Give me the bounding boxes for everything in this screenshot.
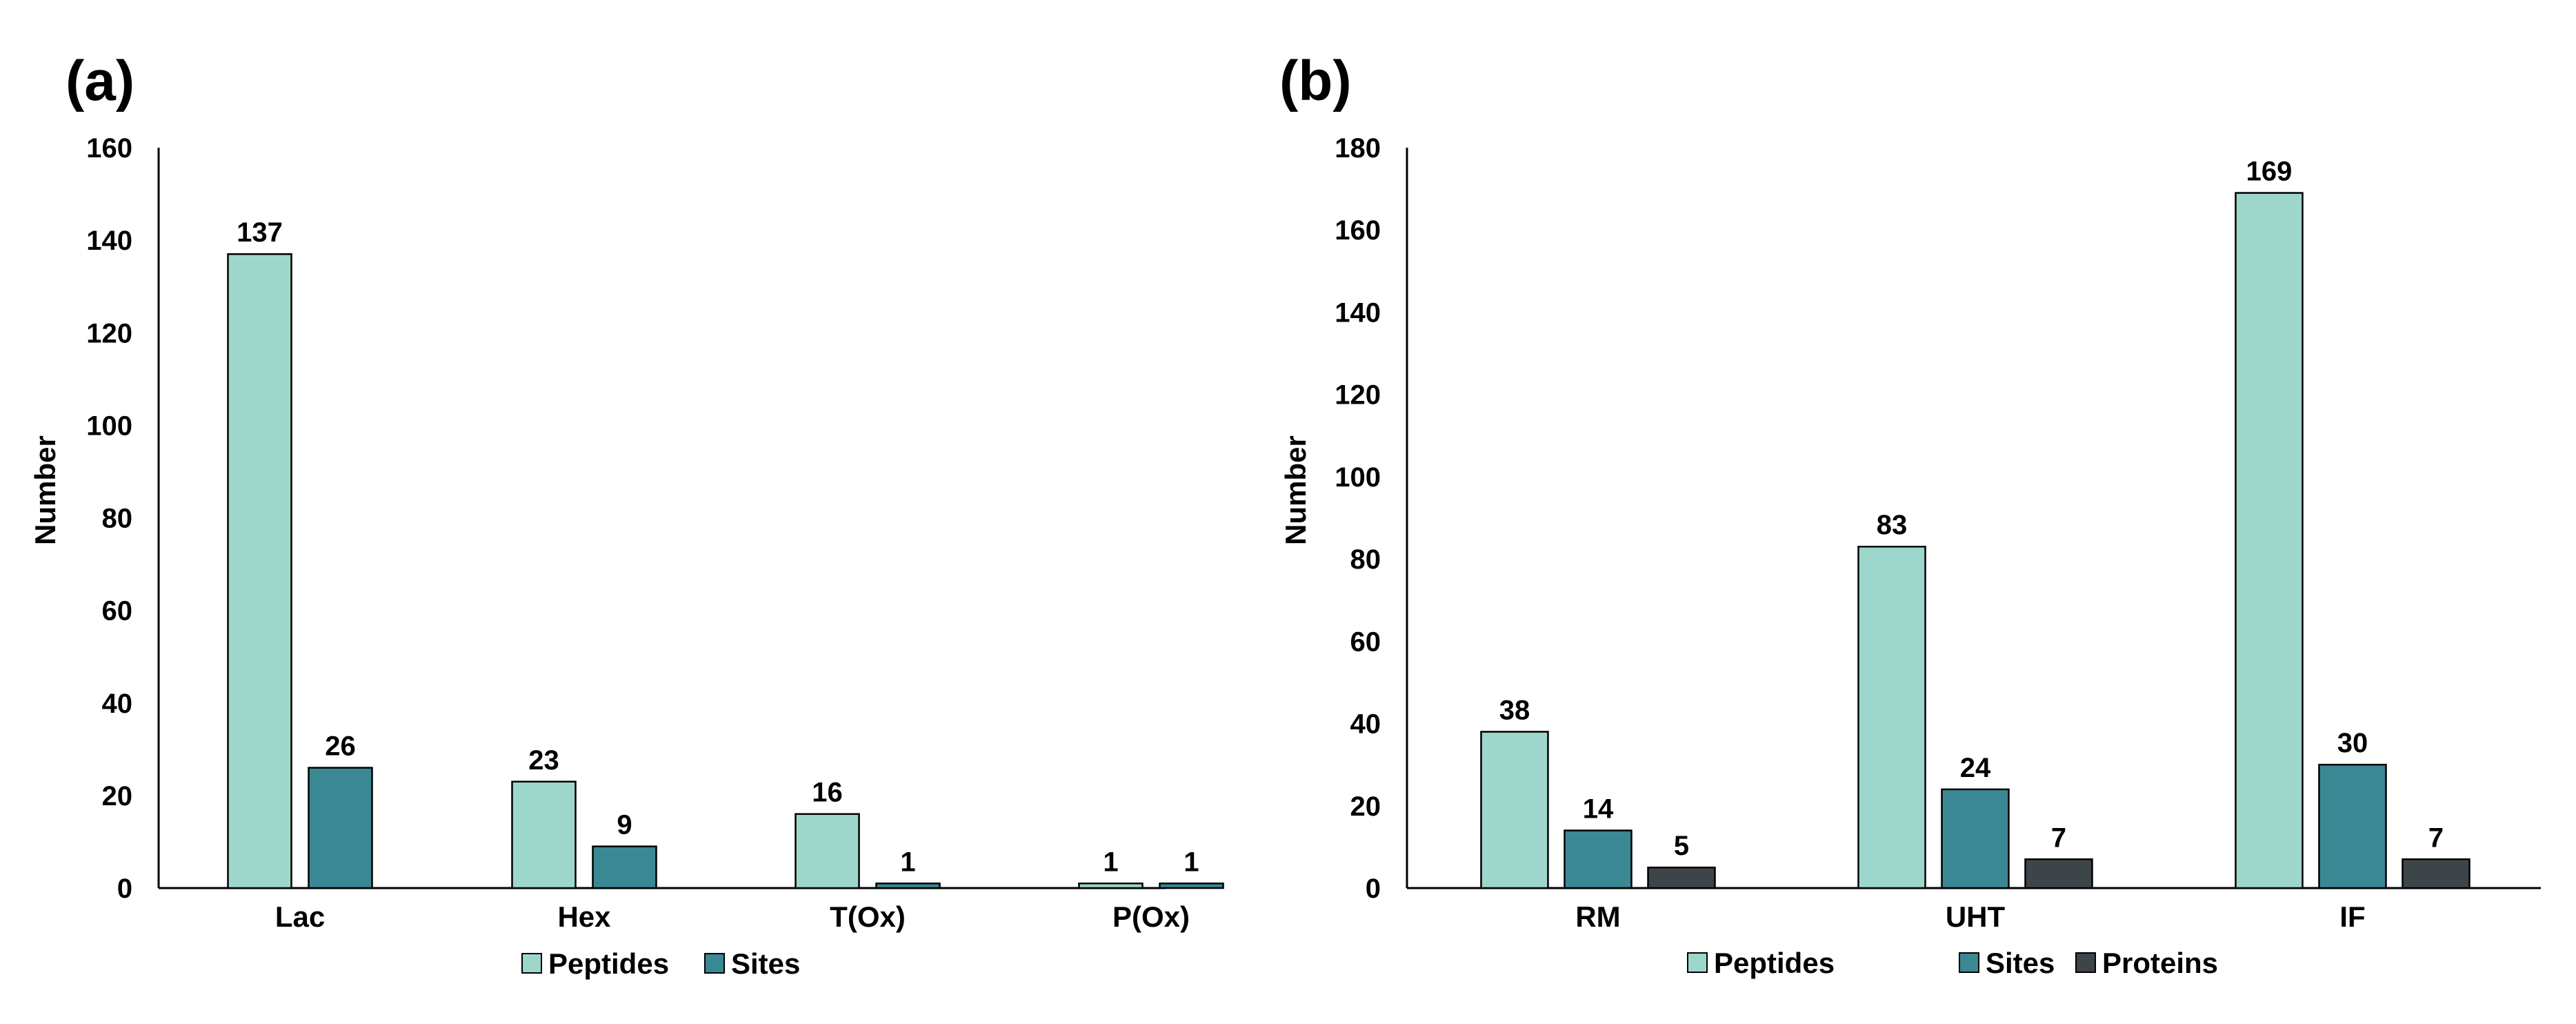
y-tick-label-b-100: 100 [1335, 462, 1381, 493]
y-tick-label-b-120: 120 [1335, 380, 1381, 411]
legend-swatch-b-peptides [1687, 952, 1708, 973]
bar-b-sites-rm [1564, 829, 1633, 889]
bar-b-sites-if [2318, 763, 2387, 889]
y-tick-label-b-80: 80 [1350, 544, 1381, 575]
data-label-a-peptides-lac: 137 [237, 217, 283, 248]
data-label-b-proteins-rm: 5 [1674, 831, 1689, 861]
y-tick-label-a-60: 60 [102, 596, 133, 627]
data-label-b-proteins-uht: 7 [2051, 823, 2066, 853]
x-tick-label-b-if: IF [2339, 900, 2365, 933]
legend-label-b-sites: Sites [1986, 947, 2055, 979]
data-label-a-sites-lac: 26 [325, 731, 356, 762]
bar-a-sites-lac [308, 767, 373, 889]
y-tick-label-a-20: 20 [102, 781, 133, 811]
bar-b-peptides-uht [1857, 545, 1926, 889]
legend-swatch-b-proteins [2075, 952, 2096, 973]
data-label-a-sites-tox: 1 [900, 847, 915, 877]
data-label-a-sites-pox: 1 [1184, 847, 1199, 877]
x-tick-label-a-tox: T(Ox) [830, 900, 906, 933]
x-tick-label-a-hex: Hex [557, 900, 611, 933]
legend-label-b-peptides: Peptides [1714, 947, 1835, 979]
bar-b-sites-uht [1941, 788, 2010, 889]
y-tick-label-b-0: 0 [1366, 874, 1381, 904]
y-tick-label-b-160: 160 [1335, 215, 1381, 246]
y-tick-label-b-140: 140 [1335, 297, 1381, 328]
y-axis-label-a: Number [29, 435, 61, 545]
legend-label-a-sites: Sites [731, 947, 800, 980]
data-label-a-sites-hex: 9 [617, 810, 632, 840]
bar-a-peptides-hex [511, 780, 577, 889]
bar-b-peptides-rm [1480, 731, 1549, 889]
x-tick-label-b-rm: RM [1575, 900, 1620, 933]
bar-a-sites-tox [875, 883, 941, 889]
legend-swatch-a-peptides [521, 953, 542, 974]
x-tick-label-a-pox: P(Ox) [1112, 900, 1190, 933]
bar-b-peptides-if [2235, 192, 2304, 889]
y-tick-label-a-0: 0 [117, 874, 132, 904]
data-label-b-peptides-rm: 38 [1499, 695, 1530, 725]
data-label-a-peptides-hex: 23 [528, 745, 559, 776]
bar-a-peptides-pox [1078, 883, 1144, 889]
legend-label-b-proteins: Proteins [2102, 947, 2218, 979]
bar-a-peptides-tox [795, 813, 860, 889]
bar-a-sites-hex [592, 845, 657, 889]
y-tick-label-a-40: 40 [102, 689, 133, 719]
data-label-b-peptides-if: 169 [2246, 157, 2293, 187]
bar-a-sites-pox [1159, 883, 1224, 889]
data-label-a-peptides-pox: 1 [1103, 847, 1118, 877]
panel-label-a: (a) [66, 50, 134, 112]
y-tick-label-b-40: 40 [1350, 709, 1381, 740]
bar-b-proteins-uht [2024, 858, 2093, 889]
y-tick-label-b-60: 60 [1350, 627, 1381, 657]
y-tick-label-a-100: 100 [86, 411, 132, 441]
y-tick-label-b-180: 180 [1335, 133, 1381, 164]
data-label-b-proteins-if: 7 [2428, 823, 2444, 853]
bar-b-proteins-if [2402, 858, 2470, 889]
legend-swatch-a-sites [704, 953, 725, 974]
data-label-a-peptides-tox: 16 [812, 778, 843, 808]
bar-a-peptides-lac [227, 253, 292, 889]
y-tick-label-a-140: 140 [86, 226, 132, 256]
data-label-b-sites-uht: 24 [1960, 753, 1991, 783]
panel-label-b: (b) [1279, 50, 1352, 112]
bar-b-proteins-rm [1647, 866, 1716, 889]
legend-swatch-b-sites [1959, 952, 1979, 973]
y-tick-label-a-80: 80 [102, 504, 133, 534]
y-tick-label-b-20: 20 [1350, 791, 1381, 822]
data-label-b-sites-rm: 14 [1583, 794, 1614, 825]
x-tick-label-b-uht: UHT [1946, 900, 2006, 933]
data-label-b-sites-if: 30 [2337, 728, 2368, 758]
y-tick-label-a-160: 160 [86, 133, 132, 164]
y-axis-label-b: Number [1279, 435, 1312, 545]
data-label-b-peptides-uht: 83 [1877, 510, 1908, 540]
x-tick-label-a-lac: Lac [275, 900, 325, 933]
legend-label-a-peptides: Peptides [548, 947, 669, 980]
y-tick-label-a-120: 120 [86, 318, 132, 348]
